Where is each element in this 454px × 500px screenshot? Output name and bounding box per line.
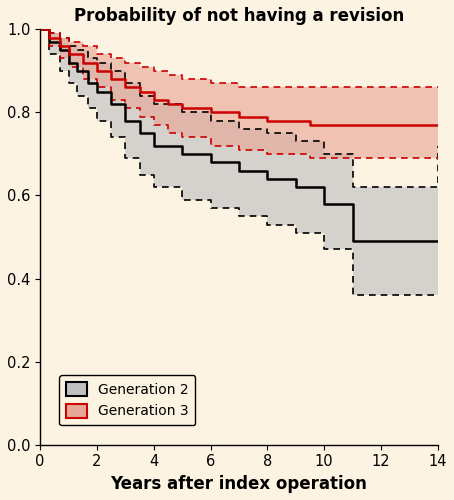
Title: Probability of not having a revision: Probability of not having a revision: [74, 7, 404, 25]
Legend: Generation 2, Generation 3: Generation 2, Generation 3: [59, 375, 196, 426]
X-axis label: Years after index operation: Years after index operation: [110, 475, 367, 493]
